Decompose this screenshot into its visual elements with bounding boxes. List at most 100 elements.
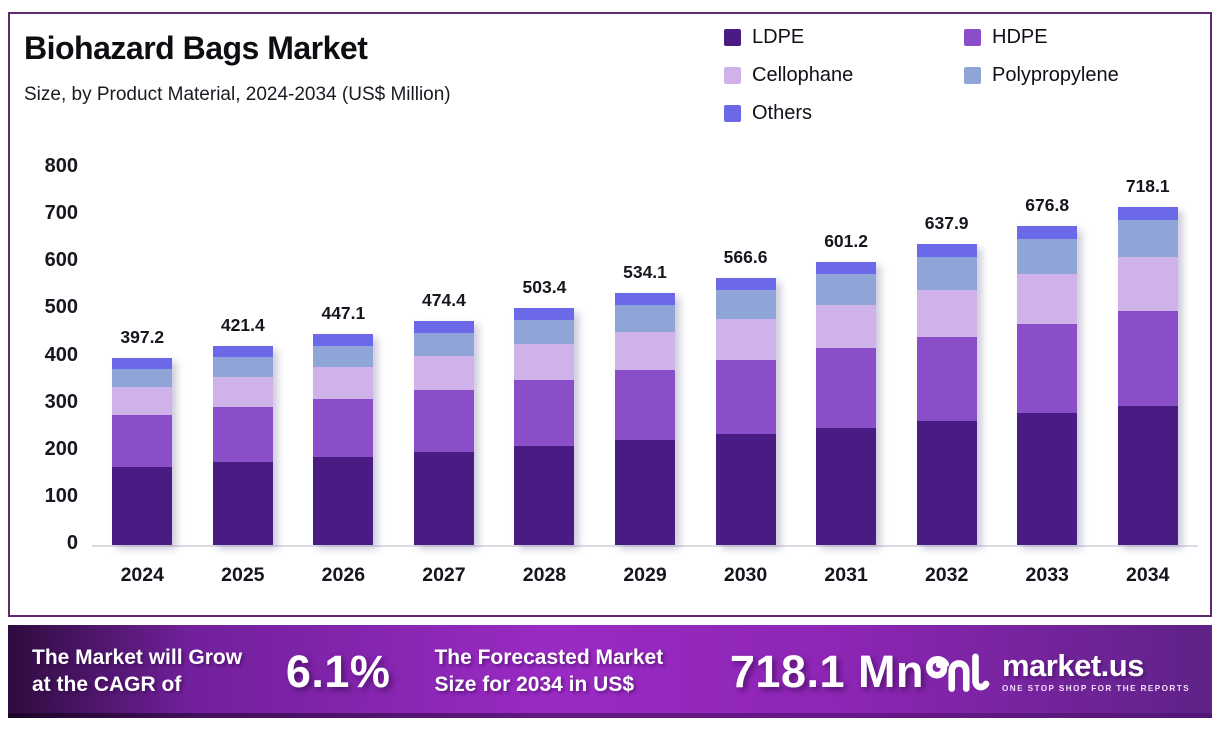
bar-segment-cellophane <box>615 331 675 371</box>
bar-stack-2027 <box>413 321 474 545</box>
bar-stack-2032 <box>916 244 977 545</box>
forecast-value: 718.1 Mn <box>729 645 924 697</box>
bar-2026: 447.1 <box>293 168 394 545</box>
bar-segment-polypropylene <box>514 319 575 345</box>
bar-segment-cellophane <box>514 344 575 381</box>
bar-2034: 718.1 <box>1097 168 1198 545</box>
y-tick-label: 100 <box>44 484 78 507</box>
bar-segment-hdpe <box>413 389 474 452</box>
bar-segment-ldpe <box>816 427 877 545</box>
bar-segment-hdpe <box>1117 310 1178 406</box>
bar-total-label: 637.9 <box>924 213 969 234</box>
bar-segment-hdpe <box>715 359 776 435</box>
legend-swatch-icon <box>724 29 741 46</box>
bar-segment-cellophane <box>816 304 877 349</box>
x-axis-labels: 2024 2025 2026 2027 2028 2029 2030 2031 2032 2033… <box>92 564 1198 587</box>
bar-segment-hdpe <box>916 336 977 421</box>
bar-segment-cellophane <box>212 377 273 407</box>
x-tick-label: 2031 <box>824 564 868 586</box>
legend-label: Polypropylene <box>992 64 1119 86</box>
bar-total-label: 566.6 <box>723 247 768 267</box>
bar-segment-cellophane <box>715 318 776 360</box>
bar-segment-others <box>514 307 575 320</box>
legend-item-hdpe: HDPE <box>964 26 1202 49</box>
bar-segment-polypropylene <box>313 345 374 368</box>
cagr-label: The Market will Grow at the CAGR of <box>32 645 280 699</box>
bar-segment-polypropylene <box>715 290 776 319</box>
legend-swatch-icon <box>964 29 981 46</box>
legend-item-cellophane: Cellophane <box>724 64 964 87</box>
y-tick-label: 700 <box>44 202 78 225</box>
bar-segment-polypropylene <box>1017 238 1078 275</box>
forecast-label: The Forecasted Market Size for 2034 in U… <box>434 645 711 699</box>
bar-segment-ldpe <box>1117 405 1178 545</box>
bar-segment-others <box>112 357 173 369</box>
summary-banner: The Market will Grow at the CAGR of 6.1%… <box>8 625 1212 718</box>
bar-2032: 637.9 <box>896 168 997 545</box>
x-tick-label: 2026 <box>321 564 366 586</box>
brand-tagline: ONE STOP SHOP FOR THE REPORTS <box>1001 684 1190 693</box>
bar-total-label: 676.8 <box>1025 195 1070 216</box>
bar-2031: 601.2 <box>796 168 897 545</box>
bar-stack-2030 <box>715 278 776 545</box>
bar-segment-hdpe <box>212 406 273 462</box>
y-tick-label: 400 <box>44 343 78 366</box>
bar-segment-ldpe <box>615 440 675 545</box>
y-tick-label: 300 <box>44 390 78 413</box>
x-axis-line <box>92 545 1198 547</box>
bar-segment-others <box>916 244 977 257</box>
legend: LDPE HDPE Cellophane Polypropylene Others <box>724 26 1202 125</box>
bar-2025: 421.4 <box>193 168 294 545</box>
bar-segment-ldpe <box>514 446 575 545</box>
x-tick-label: 2030 <box>723 564 768 586</box>
market-us-logo-icon <box>925 653 990 692</box>
bar-2029: 534.1 <box>595 168 696 545</box>
legend-label: LDPE <box>752 26 805 48</box>
y-tick-label: 0 <box>66 532 78 554</box>
bar-segment-hdpe <box>1017 323 1078 414</box>
bar-total-label: 474.4 <box>422 290 466 311</box>
x-tick-label: 2024 <box>120 564 164 586</box>
bar-segment-cellophane <box>1017 274 1078 324</box>
bar-segment-hdpe <box>615 370 675 441</box>
bar-segment-polypropylene <box>112 368 173 388</box>
cagr-label-line2: at the CAGR of <box>32 672 182 696</box>
bar-segment-others <box>313 334 374 346</box>
bar-segment-ldpe <box>715 434 776 545</box>
bar-segment-ldpe <box>916 420 977 545</box>
y-tick-label: 500 <box>44 296 78 319</box>
bar-segment-polypropylene <box>212 357 273 378</box>
bar-total-label: 718.1 <box>1125 175 1170 196</box>
bar-2028: 503.4 <box>494 168 595 545</box>
x-tick-label: 2027 <box>422 564 466 586</box>
bar-segment-hdpe <box>313 398 374 458</box>
bar-2033: 676.8 <box>997 168 1098 545</box>
bar-stack-2026 <box>313 334 374 545</box>
chart-panel: Biohazard Bags Market Size, by Product M… <box>8 12 1212 617</box>
bar-segment-cellophane <box>1117 257 1178 311</box>
bar-segment-ldpe <box>212 461 273 545</box>
legend-swatch-icon <box>724 105 741 122</box>
bar-segment-others <box>615 293 675 306</box>
brand-text-block: market.us ONE STOP SHOP FOR THE REPORTS <box>1002 650 1190 693</box>
forecast-label-line2: Size for 2034 in US$ <box>434 672 635 696</box>
y-tick-label: 600 <box>44 249 78 272</box>
bar-stack-2025 <box>212 346 273 545</box>
x-tick-label: 2034 <box>1126 564 1170 586</box>
bar-total-label: 601.2 <box>824 230 868 251</box>
bar-segment-hdpe <box>514 380 575 447</box>
chart-title: Biohazard Bags Market <box>24 30 368 66</box>
bar-segment-ldpe <box>112 466 173 545</box>
bar-total-label: 421.4 <box>220 315 265 336</box>
legend-item-polypropylene: Polypropylene <box>964 64 1202 87</box>
bar-segment-hdpe <box>112 414 173 467</box>
bar-segment-cellophane <box>916 289 977 337</box>
brand-name: market.us <box>1001 648 1144 683</box>
bar-segment-polypropylene <box>816 274 877 305</box>
bar-segment-polypropylene <box>413 332 474 357</box>
cagr-label-line1: The Market will Grow <box>32 645 243 669</box>
legend-label: HDPE <box>992 26 1048 48</box>
x-tick-label: 2033 <box>1025 564 1069 586</box>
bar-segment-polypropylene <box>615 305 675 332</box>
bar-segment-cellophane <box>313 367 374 399</box>
